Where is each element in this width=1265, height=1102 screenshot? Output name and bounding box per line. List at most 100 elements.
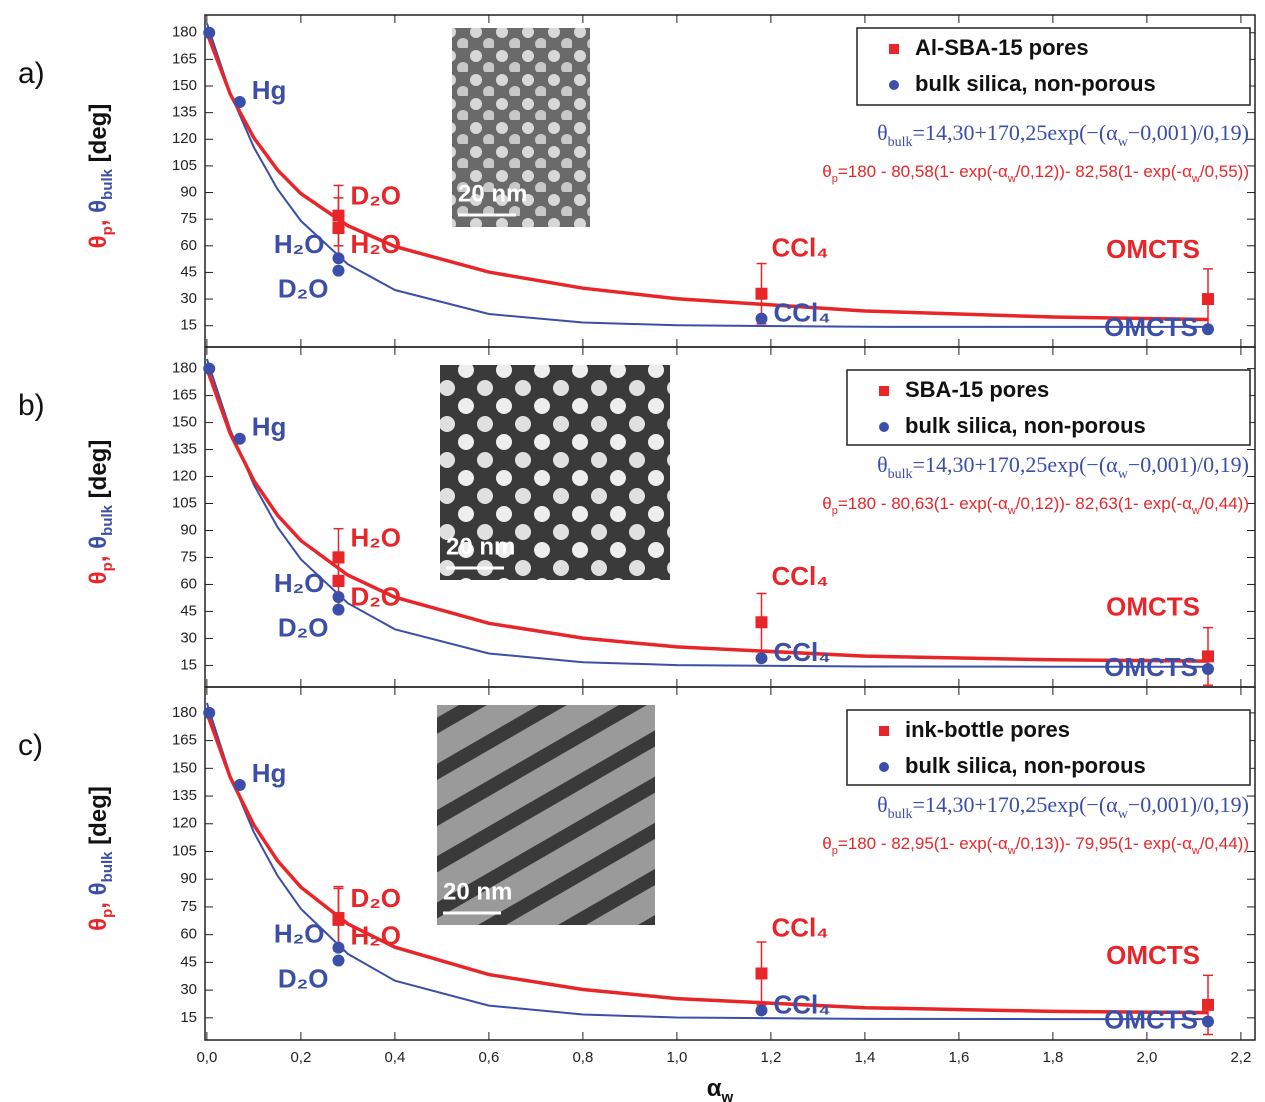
x-tick-label: 1,8	[1042, 1049, 1063, 1066]
y-tick-label: 165	[172, 387, 197, 404]
text-part: bulk	[888, 135, 913, 150]
text-part: =14,30+170,25exp(−(α	[913, 452, 1119, 477]
text-part: w	[1118, 135, 1129, 150]
text-part: −0,001)/0,19)	[1128, 120, 1249, 145]
fit-curve	[205, 358, 1208, 668]
point-label: CCl₄	[771, 912, 828, 942]
y-tick-label: 150	[172, 77, 197, 94]
y-tick-label: 30	[180, 290, 197, 307]
legend-marker	[879, 422, 889, 432]
data-point	[755, 616, 768, 629]
x-tick-label: 2,2	[1230, 1049, 1251, 1066]
legend-marker	[889, 80, 899, 90]
y-tick-label: 165	[172, 50, 197, 67]
point-label: Hg	[252, 412, 287, 442]
y-tick-label: 90	[180, 184, 197, 201]
point-label: H₂O	[350, 229, 401, 259]
data-point	[203, 26, 216, 39]
text-part: =180 - 80,58(1- exp(-α	[838, 162, 1008, 181]
x-tick-label: 0,4	[384, 1049, 405, 1066]
text-part: p	[832, 845, 838, 857]
fit-formula: θp=180 - 82,95(1- exp(-αw/0,13))- 79,95(…	[822, 834, 1249, 856]
y-axis-label: θp, θbulk [deg]	[85, 786, 116, 931]
fit-curve	[205, 32, 1209, 322]
data-point	[755, 1004, 768, 1017]
y-tick-label: 30	[180, 629, 197, 646]
text-part: p	[99, 909, 116, 918]
data-point	[332, 264, 345, 277]
legend-label: bulk silica, non-porous	[905, 413, 1146, 438]
point-label: H₂O	[350, 522, 401, 552]
fit-formula: θbulk=14,30+170,25exp(−(αw−0,001)/0,19)	[877, 792, 1249, 822]
text-part: =14,30+170,25exp(−(α	[913, 120, 1119, 145]
point-label: CCl₄	[773, 637, 830, 667]
text-part: θ	[822, 162, 831, 181]
text-part: −0,001)/0,19)	[1128, 452, 1249, 477]
data-point	[332, 913, 345, 926]
legend-label: SBA-15 pores	[905, 377, 1049, 402]
y-tick-label: 75	[180, 210, 197, 227]
x-tick-label: 1,4	[854, 1049, 875, 1066]
y-tick-label: 60	[180, 926, 197, 943]
legend-marker	[879, 386, 889, 396]
text-part: w	[1007, 505, 1016, 517]
text-part: w	[721, 1089, 734, 1102]
y-tick-label: 45	[180, 263, 197, 280]
data-point	[1201, 663, 1214, 676]
text-part: w	[1118, 807, 1129, 822]
y-axis-label: θp, θbulk [deg]	[85, 440, 116, 585]
y-tick-label: 105	[172, 494, 197, 511]
y-tick-label: 75	[180, 898, 197, 915]
x-tick-label: 0,6	[478, 1049, 499, 1066]
point-label: Hg	[252, 758, 287, 788]
data-point	[1201, 1015, 1214, 1028]
data-point	[332, 954, 345, 967]
x-tick-label: 1,0	[666, 1049, 687, 1066]
text-part: [deg]	[85, 440, 112, 505]
legend-marker	[889, 44, 899, 54]
x-tick-label: 0,2	[290, 1049, 311, 1066]
x-tick-label: 0,8	[572, 1049, 593, 1066]
text-part: =180 - 80,63(1- exp(-α	[838, 494, 1008, 513]
data-point	[233, 432, 246, 445]
data-point	[1201, 293, 1214, 306]
y-tick-label: 45	[180, 953, 197, 970]
point-label: D₂O	[278, 963, 329, 993]
data-point	[1201, 998, 1214, 1011]
panel-label: c)	[18, 729, 43, 762]
fit-curve	[205, 702, 1208, 1021]
legend-box	[846, 709, 1251, 786]
y-tick-label: 135	[172, 104, 197, 121]
point-label: OMCTS	[1104, 312, 1198, 342]
point-label: D₂O	[350, 180, 401, 210]
text-part: ,	[85, 895, 112, 908]
text-part: ,	[85, 213, 112, 226]
text-part: θ	[877, 792, 888, 817]
fit-formula: θbulk=14,30+170,25exp(−(αw−0,001)/0,19)	[877, 452, 1249, 482]
data-point	[1201, 323, 1214, 336]
text-part: w	[1007, 845, 1016, 857]
y-tick-label: 120	[172, 130, 197, 147]
y-tick-label: 150	[172, 759, 197, 776]
y-tick-label: 180	[172, 24, 197, 41]
text-part: ,	[85, 549, 112, 562]
legend-box	[846, 369, 1251, 446]
text-part: /0,13))- 79,95(1- exp(-α	[1016, 834, 1192, 853]
y-tick-label: 90	[180, 870, 197, 887]
text-part: p	[832, 173, 838, 185]
y-tick-label: 15	[180, 1009, 197, 1026]
text-part: w	[1007, 173, 1016, 185]
text-part: w	[1191, 505, 1200, 517]
y-tick-label: 15	[180, 656, 197, 673]
panel-label: a)	[18, 57, 45, 90]
point-label: CCl₄	[773, 297, 830, 327]
tem-inset	[452, 28, 590, 227]
x-tick-label: 0,0	[196, 1049, 217, 1066]
data-point	[1201, 650, 1214, 663]
y-tick-label: 105	[172, 157, 197, 174]
data-point	[332, 222, 345, 235]
legend-label: ink-bottle pores	[905, 717, 1070, 742]
text-part: p	[99, 226, 116, 235]
text-part: p	[99, 562, 116, 571]
